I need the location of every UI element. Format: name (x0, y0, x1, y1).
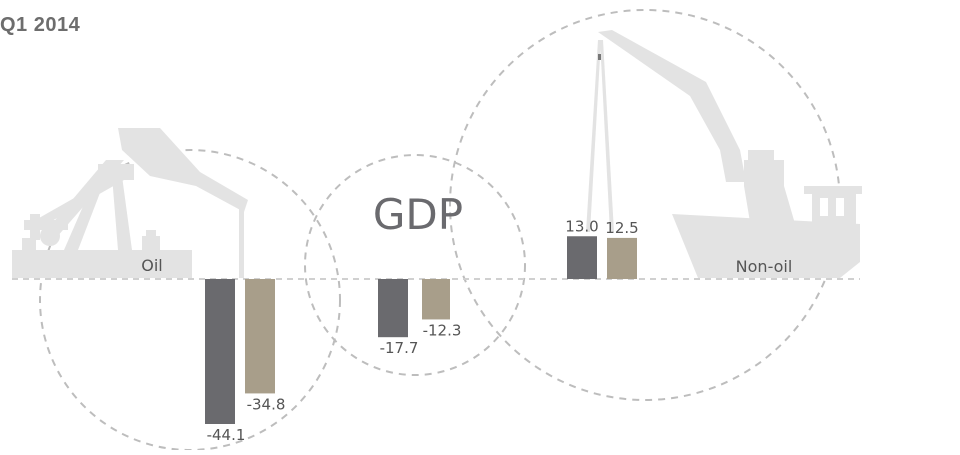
category-label-non-oil: Non-oil (736, 257, 793, 276)
bar-oil-s2 (245, 279, 275, 394)
bar-oil-s1 (205, 279, 235, 424)
data-label-oil-s1: -44.1 (207, 426, 246, 444)
gdp-dashed-circle (304, 154, 526, 376)
chart-title: Q1 2014 (0, 14, 81, 36)
category-label-oil: Oil (141, 256, 162, 275)
oil-pumpjack-icon (12, 128, 248, 278)
bar-gdp-s2 (422, 279, 450, 320)
data-label-gdp-s2: -12.3 (423, 321, 462, 339)
category-label-gdp: GDP (373, 190, 463, 239)
cargo-ship-crane-icon (586, 30, 862, 278)
data-label-non-oil-s2: 12.5 (605, 219, 638, 237)
data-label-non-oil-s1: 13.0 (565, 217, 598, 235)
data-label-gdp-s1: -17.7 (380, 339, 419, 357)
data-label-oil-s2: -34.8 (247, 395, 286, 413)
bar-gdp-s1 (378, 279, 408, 338)
bar-non-oil-s1 (567, 236, 597, 279)
bars-group: -44.1 -17.7 13.0 -34.8 -12.3 12.5 (205, 217, 639, 444)
bar-non-oil-s2 (607, 237, 637, 279)
